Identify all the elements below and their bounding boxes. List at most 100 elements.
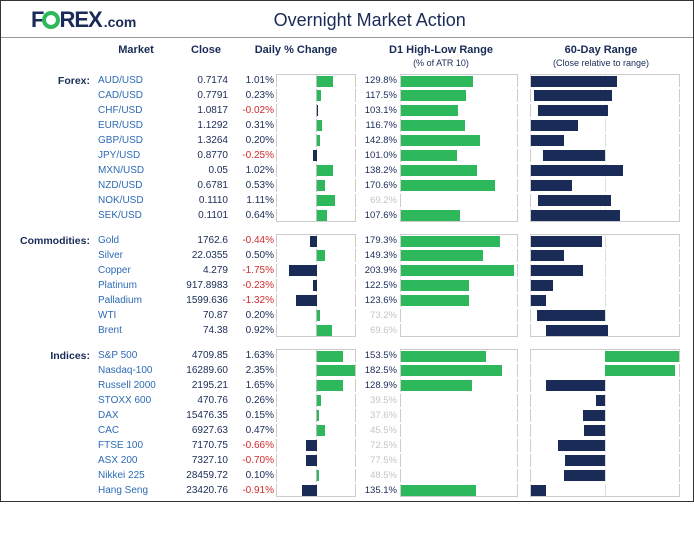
d1-bar-wrap <box>400 324 518 337</box>
range60-wrap <box>530 249 680 262</box>
market-name: Nasdaq-100 <box>96 365 176 376</box>
daily-bar-wrap <box>276 249 356 262</box>
pct-change: -0.25% <box>236 150 276 161</box>
d1-bar-wrap <box>400 179 518 192</box>
range60-bar <box>546 325 608 336</box>
d1-bar <box>401 150 457 161</box>
close-value: 2195.21 <box>176 380 236 391</box>
pct-change: -0.23% <box>236 280 276 291</box>
range60-bar <box>531 265 583 276</box>
market-name: Russell 2000 <box>96 380 176 391</box>
table-row: Forex:AUD/USD0.71741.01%129.8% <box>1 73 693 88</box>
close-value: 0.7174 <box>176 75 236 86</box>
range60-wrap <box>530 209 680 222</box>
section: Commodities:Gold1762.6-0.44%179.3%Silver… <box>1 230 693 341</box>
daily-bar-wrap <box>276 469 356 482</box>
col-close: Close <box>176 44 236 56</box>
d1-wrap: 39.5% <box>356 394 526 407</box>
market-name: Gold <box>96 235 176 246</box>
d1-bar-wrap <box>400 394 518 407</box>
daily-bar-wrap <box>276 394 356 407</box>
market-name: S&P 500 <box>96 350 176 361</box>
pct-change: 1.02% <box>236 165 276 176</box>
d1-wrap: 77.5% <box>356 454 526 467</box>
range60-bar <box>584 425 605 436</box>
range60-wrap <box>530 74 680 87</box>
range60-wrap <box>530 309 680 322</box>
range60-wrap <box>530 164 680 177</box>
range60-bar <box>583 410 605 421</box>
daily-bar-wrap <box>276 104 356 117</box>
col-daily: Daily % Change <box>236 44 356 56</box>
market-name: Hang Seng <box>96 485 176 496</box>
close-value: 1.0817 <box>176 105 236 116</box>
market-name: NOK/USD <box>96 195 176 206</box>
range60-bar <box>565 455 605 466</box>
d1-label: 116.7% <box>356 120 400 131</box>
daily-bar-wrap <box>276 279 356 292</box>
range60-wrap <box>530 394 680 407</box>
range60-wrap <box>530 484 680 497</box>
close-value: 1.1292 <box>176 120 236 131</box>
pct-change: 2.35% <box>236 365 276 376</box>
d1-bar-wrap <box>400 89 518 102</box>
close-value: 0.1101 <box>176 210 236 221</box>
market-name: Palladium <box>96 295 176 306</box>
pct-change: 0.53% <box>236 180 276 191</box>
daily-bar <box>317 310 320 321</box>
range60-wrap <box>530 424 680 437</box>
d1-label: 123.6% <box>356 295 400 306</box>
d1-bar <box>401 265 514 276</box>
d1-label: 39.5% <box>356 395 400 406</box>
daily-bar <box>317 395 321 406</box>
d1-wrap: 153.5% <box>356 349 526 362</box>
range60-bar <box>531 485 546 496</box>
pct-change: 1.65% <box>236 380 276 391</box>
range60-wrap <box>530 89 680 102</box>
daily-bar-wrap <box>276 164 356 177</box>
pct-change: 0.47% <box>236 425 276 436</box>
table-row: Indices:S&P 5004709.851.63%153.5% <box>1 348 693 363</box>
d1-bar-wrap <box>400 264 518 277</box>
market-name: STOXX 600 <box>96 395 176 406</box>
close-value: 470.76 <box>176 395 236 406</box>
close-value: 0.7791 <box>176 90 236 101</box>
col-d1: D1 High-Low Range <box>356 44 526 56</box>
d1-bar-wrap <box>400 484 518 497</box>
pct-change: 0.26% <box>236 395 276 406</box>
pct-change: -0.44% <box>236 235 276 246</box>
range60-wrap <box>530 379 680 392</box>
d1-label: 182.5% <box>356 365 400 376</box>
market-name: GBP/USD <box>96 135 176 146</box>
daily-bar <box>317 250 325 261</box>
d1-bar-wrap <box>400 104 518 117</box>
daily-bar <box>317 120 322 131</box>
daily-bar-wrap <box>276 234 356 247</box>
daily-bar <box>313 150 317 161</box>
d1-wrap: 182.5% <box>356 364 526 377</box>
pct-change: -1.75% <box>236 265 276 276</box>
d1-bar-wrap <box>400 134 518 147</box>
d1-wrap: 48.5% <box>356 469 526 482</box>
d1-label: 101.0% <box>356 150 400 161</box>
daily-bar-wrap <box>276 179 356 192</box>
col-market: Market <box>96 44 176 56</box>
close-value: 74.38 <box>176 325 236 336</box>
section: Indices:S&P 5004709.851.63%153.5% Nasdaq-… <box>1 345 693 501</box>
daily-bar-wrap <box>276 194 356 207</box>
market-name: Silver <box>96 250 176 261</box>
range60-bar <box>558 440 605 451</box>
d1-label: 170.6% <box>356 180 400 191</box>
daily-bar-wrap <box>276 349 356 362</box>
daily-bar <box>317 76 333 87</box>
table-row: CHF/USD1.0817-0.02%103.1% <box>1 103 693 118</box>
pct-change: 0.31% <box>236 120 276 131</box>
range60-bar <box>605 351 679 362</box>
d1-wrap: 116.7% <box>356 119 526 132</box>
d1-label: 45.5% <box>356 425 400 436</box>
pct-change: 0.15% <box>236 410 276 421</box>
table-row: ASX 2007327.10-0.70%77.5% <box>1 453 693 468</box>
table-row: FTSE 1007170.75-0.66%72.5% <box>1 438 693 453</box>
d1-bar-wrap <box>400 364 518 377</box>
d1-bar-wrap <box>400 74 518 87</box>
